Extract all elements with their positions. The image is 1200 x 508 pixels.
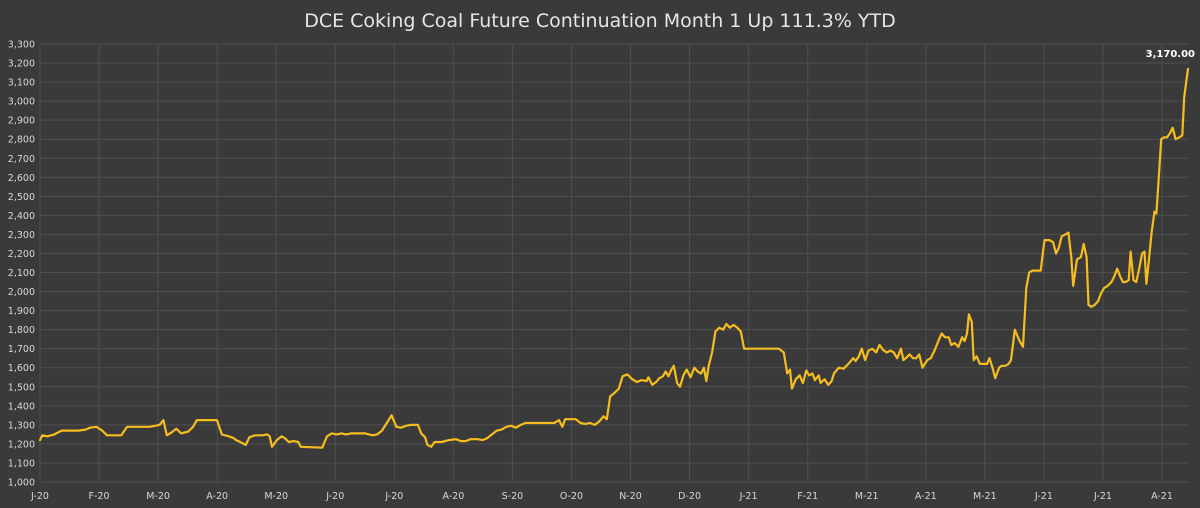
y-tick-label: 2,600	[8, 173, 35, 184]
y-tick-label: 3,300	[8, 40, 35, 51]
y-tick-label: 3,100	[8, 78, 35, 89]
x-tick-label: M-21	[973, 491, 997, 502]
y-tick-label: 1,800	[8, 325, 35, 336]
x-axis: J-20 F-20 M-20 A-20 M-20 J-20 J-20 A-20 S-20 O-20…	[30, 491, 1173, 502]
x-tick-label: A-21	[915, 491, 937, 502]
x-tick-label: A-21	[1151, 491, 1173, 502]
y-tick-label: 1,700	[8, 344, 35, 355]
x-tick-label: D-20	[678, 491, 701, 502]
y-tick-label: 2,100	[8, 268, 35, 279]
y-tick-label: 1,300	[8, 420, 35, 431]
y-tick-label: 2,700	[8, 154, 35, 165]
y-axis: 1,000 1,100 1,200 1,300 1,400 1,500 1,600 1,700…	[8, 40, 35, 489]
x-tick-label: J-21	[739, 491, 758, 502]
x-tick-label: J-20	[384, 491, 403, 502]
y-tick-label: 1,900	[8, 306, 35, 317]
last-value-label: 3,170.00	[1146, 49, 1195, 60]
x-tick-label: A-20	[206, 491, 228, 502]
y-tick-label: 1,500	[8, 382, 35, 393]
y-tick-label: 3,200	[8, 59, 35, 70]
y-tick-label: 2,000	[8, 287, 35, 298]
y-tick-label: 1,600	[8, 363, 35, 374]
x-tick-label: F-21	[797, 491, 818, 502]
series-line	[38, 67, 1190, 449]
x-tick-label: O-20	[560, 491, 583, 502]
x-tick-label: J-20	[325, 491, 344, 502]
chart-title: DCE Coking Coal Future Continuation Mont…	[304, 10, 896, 32]
y-tick-label: 1,000	[8, 478, 35, 489]
gridlines	[39, 43, 1188, 483]
x-tick-label: J-21	[1093, 491, 1112, 502]
x-tick-label: M-21	[855, 491, 879, 502]
x-tick-label: N-20	[619, 491, 642, 502]
y-tick-label: 2,400	[8, 211, 35, 222]
x-tick-label: M-20	[146, 491, 170, 502]
y-tick-label: 2,500	[8, 192, 35, 203]
y-tick-label: 1,100	[8, 458, 35, 469]
y-tick-label: 2,300	[8, 230, 35, 241]
x-tick-label: S-20	[502, 491, 524, 502]
x-tick-label: M-20	[264, 491, 288, 502]
y-tick-label: 1,200	[8, 439, 35, 450]
x-tick-label: J-21	[1034, 491, 1053, 502]
x-tick-label: F-20	[89, 491, 110, 502]
x-tick-label: J-20	[30, 491, 49, 502]
y-tick-label: 2,900	[8, 116, 35, 127]
x-tick-label: A-20	[442, 491, 464, 502]
y-tick-label: 1,400	[8, 401, 35, 412]
y-tick-label: 2,800	[8, 135, 35, 146]
y-tick-label: 3,000	[8, 97, 35, 108]
y-tick-label: 2,200	[8, 249, 35, 260]
